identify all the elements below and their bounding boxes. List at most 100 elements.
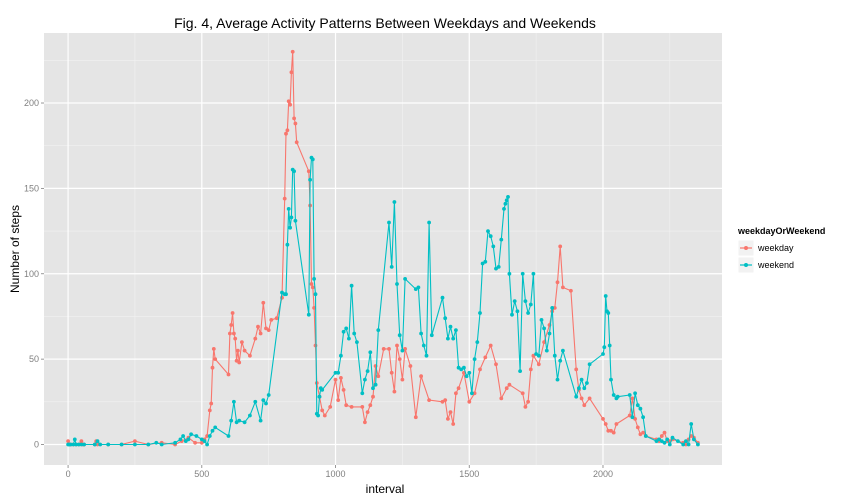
data-point-weekday: [210, 365, 215, 370]
x-tick-label: 2000: [593, 469, 613, 479]
data-point-weekend: [615, 394, 620, 399]
data-point-weekday: [79, 439, 84, 443]
data-point-weekday: [483, 355, 488, 360]
data-point-weekday: [456, 386, 461, 391]
data-point-weekday: [282, 196, 287, 201]
y-axis-title: Number of steps: [8, 205, 22, 293]
data-point-weekend: [427, 220, 431, 225]
data-point-weekday: [205, 434, 210, 438]
data-point-weekend: [360, 391, 365, 396]
data-point-weekend: [365, 369, 370, 373]
data-point-weekend: [237, 418, 242, 423]
data-point-weekend: [373, 382, 378, 387]
data-point-weekday: [504, 386, 509, 391]
data-point-weekend: [98, 442, 103, 447]
data-point-weekend: [392, 200, 397, 204]
data-point-weekend: [542, 326, 546, 331]
data-point-weekday: [258, 331, 263, 336]
data-point-weekday: [609, 428, 613, 433]
data-point-weekend: [285, 242, 290, 247]
data-point-weekend: [472, 357, 477, 361]
data-point-weekday: [233, 336, 238, 341]
data-point-weekday: [569, 288, 573, 293]
data-point-weekend: [670, 435, 675, 440]
data-point-weekend: [480, 261, 485, 266]
data-point-weekday: [443, 398, 448, 402]
data-point-weekend: [630, 415, 635, 420]
data-point-weekday: [328, 405, 333, 409]
data-point-weekend: [607, 343, 612, 348]
data-point-weekday: [630, 396, 635, 401]
data-point-weekend: [448, 324, 453, 329]
data-point-weekday: [472, 391, 477, 396]
data-point-weekend: [681, 442, 686, 447]
data-point-weekend: [368, 350, 373, 355]
data-point-weekday: [322, 413, 327, 418]
data-point-weekday: [290, 49, 295, 54]
data-point-weekend: [403, 277, 407, 281]
data-point-weekday: [387, 347, 391, 351]
data-point-weekday: [454, 391, 458, 396]
data-point-weekday: [397, 357, 402, 361]
data-point-weekend: [226, 434, 231, 438]
data-point-weekend: [526, 311, 530, 315]
data-point-weekend: [491, 244, 496, 249]
data-point-weekend: [261, 398, 266, 402]
data-point-weekday: [310, 285, 315, 290]
data-point-weekday: [232, 331, 236, 336]
data-point-weekend: [363, 377, 367, 382]
data-point-weekday: [440, 399, 445, 404]
data-point-weekday: [528, 367, 533, 372]
data-point-weekend: [464, 374, 469, 379]
data-point-weekend: [657, 437, 661, 442]
data-point-weekend: [459, 367, 464, 372]
data-point-weekend: [507, 271, 512, 276]
data-point-weekday: [627, 413, 632, 418]
data-point-weekday: [230, 311, 235, 315]
data-point-weekend: [633, 391, 637, 396]
data-point-weekend: [349, 283, 354, 288]
data-point-weekend: [306, 312, 311, 317]
data-point-weekend: [494, 266, 498, 271]
x-axis-title: interval: [366, 482, 405, 496]
data-point-weekend: [207, 434, 212, 438]
data-point-weekend: [82, 442, 86, 447]
data-point-weekend: [316, 413, 320, 418]
data-point-weekend: [416, 285, 421, 290]
data-point-weekend: [440, 295, 445, 300]
data-point-weekend: [638, 406, 643, 411]
data-point-weekday: [633, 417, 637, 421]
data-point-weekday: [294, 140, 299, 145]
data-point-weekend: [611, 393, 616, 397]
data-point-weekday: [193, 440, 198, 445]
data-point-weekend: [341, 329, 346, 334]
data-point-weekend: [515, 309, 520, 314]
data-point-weekend: [355, 340, 359, 344]
data-point-weekend: [676, 439, 680, 443]
data-point-weekend: [173, 440, 178, 445]
data-point-weekend: [443, 316, 448, 321]
data-point-weekday: [133, 439, 137, 443]
data-point-weekday: [488, 343, 493, 348]
data-point-weekday: [381, 347, 386, 351]
data-point-weekday: [274, 316, 279, 321]
data-point-weekend: [520, 271, 525, 276]
data-point-weekend: [79, 442, 84, 447]
data-point-weekend: [280, 290, 284, 295]
series-layer: [66, 49, 700, 447]
data-point-weekday: [684, 442, 688, 447]
data-point-weekday: [368, 403, 373, 408]
data-point-weekend: [181, 434, 186, 438]
data-point-weekend: [488, 234, 493, 239]
data-point-weekend: [609, 377, 613, 382]
data-point-weekday: [451, 422, 456, 426]
data-point-weekend: [462, 365, 466, 370]
legend-label-weekday: weekday: [757, 243, 794, 253]
data-point-weekday: [448, 410, 453, 414]
data-point-weekday: [408, 364, 413, 368]
data-point-weekend: [133, 442, 137, 447]
data-point-weekday: [659, 434, 664, 438]
data-point-weekday: [269, 318, 274, 322]
data-point-weekend: [512, 299, 517, 303]
chart-title: Fig. 4, Average Activity Patterns Betwee…: [174, 15, 596, 31]
